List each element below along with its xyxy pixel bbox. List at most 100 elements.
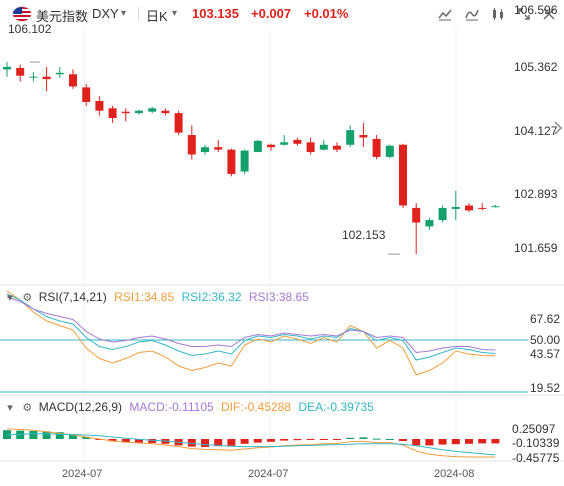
candle-body <box>451 206 460 209</box>
candle-body <box>42 76 51 80</box>
macd-histogram-bar <box>478 439 487 444</box>
macd-histogram-bar <box>306 439 315 440</box>
macd-histogram-bar <box>16 430 25 439</box>
candle-body <box>253 140 262 153</box>
line-chart-icon[interactable] <box>437 6 453 22</box>
symbol-name[interactable]: 美元指数 <box>36 9 89 24</box>
macd-histogram-bar <box>385 439 394 440</box>
dea-line <box>6 433 496 456</box>
macd-value: MACD:-0.11105 <box>129 400 214 414</box>
candle-body <box>293 139 302 144</box>
low-price-label: 102.153 <box>342 228 386 242</box>
candle-body <box>16 67 25 76</box>
macd-histogram-bar <box>346 437 355 439</box>
candle-body <box>3 66 11 70</box>
scroll-right-arrow-icon[interactable] <box>552 118 564 138</box>
us-flag-icon <box>12 6 32 22</box>
macd-histogram-bar <box>227 439 236 446</box>
macd-histogram-bar <box>82 437 91 439</box>
candle-body <box>201 147 209 153</box>
macd-histogram-bar <box>187 439 196 447</box>
macd-histogram-bar <box>491 439 500 444</box>
ticker-label[interactable]: DXY <box>92 6 119 21</box>
ticker-dropdown-icon[interactable]: ▾ <box>121 8 127 19</box>
price-change-pct: +0.01% <box>304 6 349 21</box>
macd-histogram-bar <box>333 439 341 440</box>
candle-body <box>438 207 447 221</box>
candle-body <box>372 138 381 157</box>
settings-icon[interactable] <box>541 6 557 22</box>
dif-value: DIF:-0.45288 <box>221 400 292 414</box>
candle-body <box>148 108 157 112</box>
main-y-tick: 102.893 <box>514 187 558 201</box>
macd-histogram-bar <box>399 439 407 441</box>
candle-body <box>227 149 236 174</box>
candle-body <box>478 207 487 209</box>
fullscreen-icon[interactable] <box>516 6 532 22</box>
settings-gear-icon[interactable]: ⚙ <box>22 292 33 304</box>
macd-histogram-bar <box>148 439 157 443</box>
collapse-icon[interactable]: ▾ <box>7 402 13 414</box>
macd-histogram-bar <box>465 439 473 444</box>
candle-body <box>306 142 315 153</box>
candle-body <box>214 147 223 150</box>
period-dropdown-icon[interactable]: ▾ <box>172 8 178 19</box>
candle-body <box>280 142 289 145</box>
rsi2-value: RSI2:36.32 <box>181 290 242 304</box>
macd-histogram-bar <box>451 439 460 445</box>
macd-histogram-bar <box>121 439 130 443</box>
candle-body <box>121 111 130 114</box>
candle-body <box>69 74 77 87</box>
main-y-tick: 106.596 <box>514 3 558 17</box>
indicator-icon[interactable] <box>464 6 480 22</box>
rsi-y-tick: 43.57 <box>530 347 561 361</box>
candle-body <box>240 150 249 172</box>
macd-histogram-bar <box>55 432 64 439</box>
candle-body <box>359 135 368 138</box>
candle-body <box>174 113 183 133</box>
candle-body <box>412 207 421 223</box>
candle-body <box>82 87 91 102</box>
macd-histogram-bar <box>412 439 421 446</box>
last-price: 103.135 <box>192 6 239 21</box>
main-y-tick: 101.659 <box>514 241 558 255</box>
candle-body <box>346 130 355 145</box>
candle-body <box>135 110 143 114</box>
macd-histogram-bar <box>69 434 77 439</box>
period-label[interactable]: 日K <box>146 9 168 24</box>
main-y-tick: 104.127 <box>514 124 558 138</box>
drawing-tools-icon[interactable] <box>490 6 506 22</box>
macd-histogram-bar <box>214 439 223 447</box>
macd-histogram-bar <box>240 439 249 444</box>
rsi3-value: RSI3:38.65 <box>248 290 309 304</box>
candlestick-chart[interactable] <box>0 28 564 486</box>
rsi-y-tick: 50.00 <box>530 333 561 347</box>
macd-histogram-bar <box>135 439 143 443</box>
macd-histogram-bar <box>319 439 328 440</box>
macd-histogram-bar <box>267 439 275 442</box>
x-axis-label: 2024-07 <box>248 468 289 480</box>
dif-line <box>6 428 496 458</box>
main-y-tick: 105.362 <box>514 60 558 74</box>
chart-header: 美元指数 DXY ▾ 日K ▾ 103.135 +0.007 +0.01% <box>0 0 564 28</box>
candle-body <box>425 220 434 227</box>
macd-title: MACD(12,26,9) <box>38 400 123 414</box>
settings-gear-icon[interactable]: ⚙ <box>22 402 33 414</box>
header-divider <box>138 7 139 21</box>
candle-body <box>29 76 38 78</box>
candle-body <box>108 108 117 119</box>
rsi1-line <box>6 290 496 376</box>
macd-histogram-bar <box>293 439 302 441</box>
collapse-icon[interactable]: ▾ <box>7 292 13 304</box>
rsi1-value: RSI1:34.85 <box>114 290 175 304</box>
macd-histogram-bar <box>201 439 209 447</box>
candle-body <box>187 135 196 155</box>
price-change: +0.007 <box>251 6 292 21</box>
macd-y-tick: -0.10339 <box>512 436 560 450</box>
macd-histogram-bar <box>359 437 368 439</box>
rsi2-line <box>6 293 496 361</box>
candle-body <box>333 145 341 150</box>
rsi-title: RSI(7,14,21) <box>38 290 107 304</box>
macd-histogram-bar <box>29 431 38 439</box>
candle-body <box>161 110 170 114</box>
